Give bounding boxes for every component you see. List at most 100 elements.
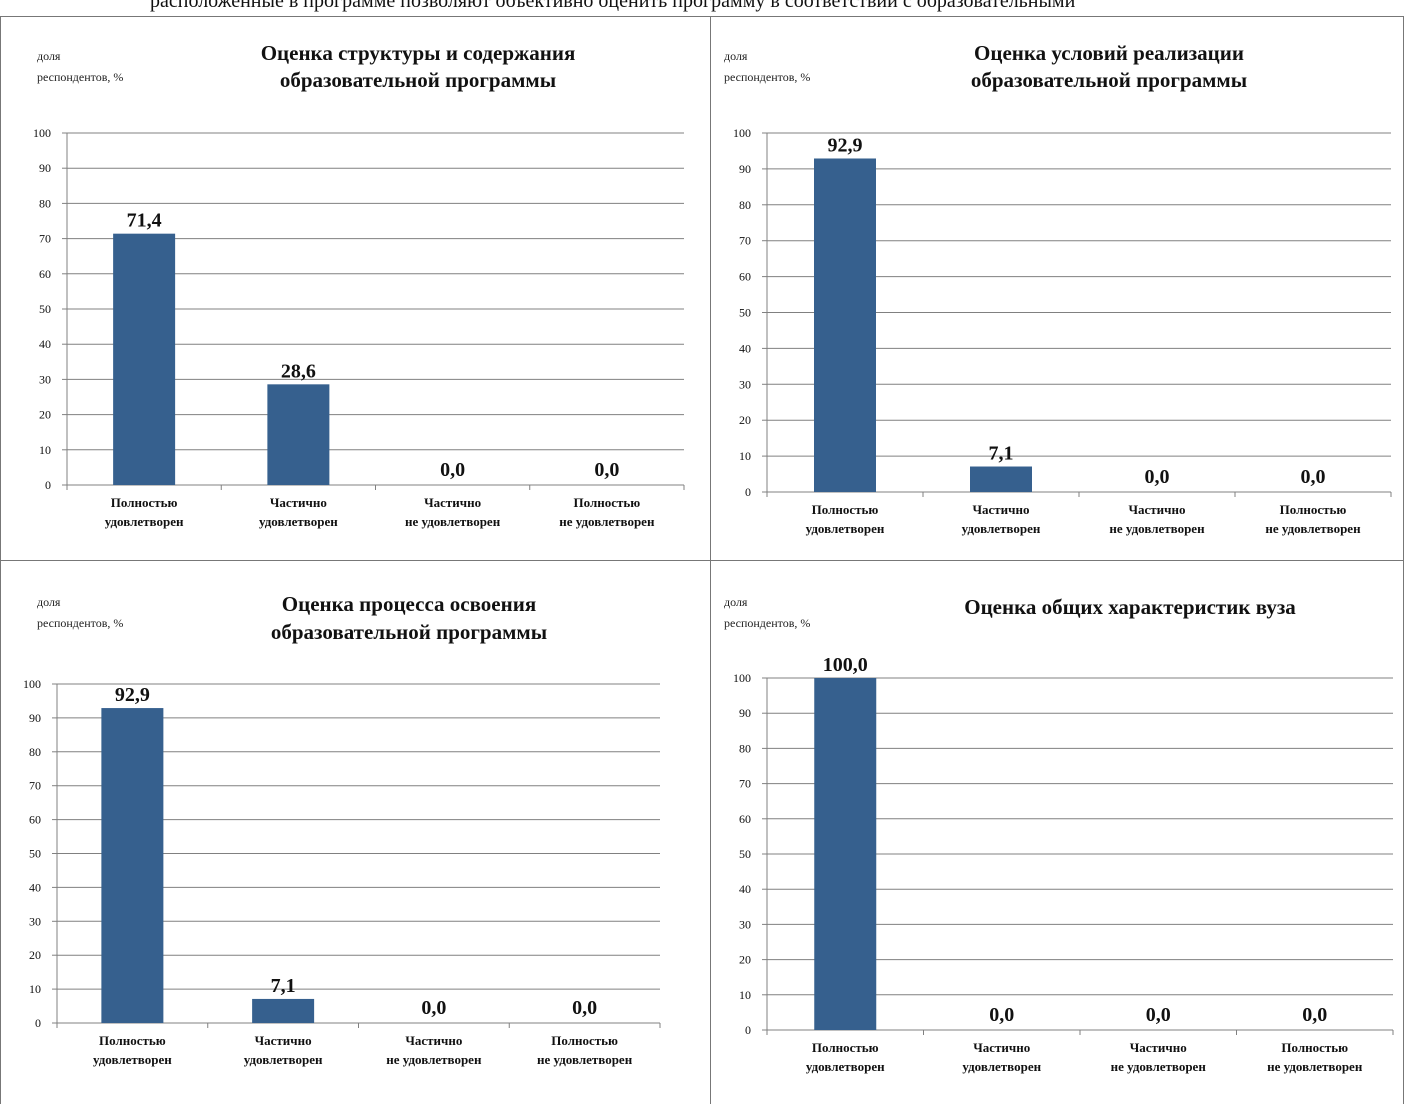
y-tick-label: 10 (739, 449, 751, 463)
category-label: Полностью (551, 1033, 618, 1048)
y-tick-label: 0 (35, 1016, 41, 1030)
chart-title: Оценка структуры и содержания (261, 41, 576, 65)
category-label: Полностью (99, 1033, 166, 1048)
y-tick-label: 60 (29, 813, 41, 827)
y-tick-label: 40 (739, 341, 751, 355)
bar (267, 384, 330, 485)
category-label: не удовлетворен (1111, 1059, 1207, 1074)
y-axis-label: доля (724, 49, 748, 63)
y-tick-label: 100 (33, 126, 51, 140)
data-label: 0,0 (1301, 466, 1326, 488)
category-label: Частично (1128, 502, 1185, 517)
data-label: 71,4 (127, 210, 162, 232)
y-tick-label: 100 (23, 677, 41, 691)
data-label: 7,1 (271, 975, 296, 997)
y-axis-label: доля (37, 49, 61, 63)
y-tick-label: 30 (39, 372, 51, 386)
chart-panel-conditions: доля респондентов, % Оценка условий реализ… (710, 16, 1404, 560)
data-label: 0,0 (1146, 1004, 1171, 1026)
y-tick-label: 80 (29, 745, 41, 759)
category-label: удовлетворен (806, 521, 885, 536)
y-tick-label: 70 (739, 777, 751, 791)
category-label: Частично (973, 1040, 1030, 1055)
chart-panel-university: доля респондентов, % Оценка общих характер… (710, 560, 1404, 1104)
y-tick-label: 50 (39, 302, 51, 316)
bar (970, 466, 1032, 492)
data-label: 0,0 (594, 459, 619, 481)
y-tick-label: 30 (739, 377, 751, 391)
chart-structure: доля респондентов, % Оценка структуры и со… (33, 41, 685, 529)
y-tick-label: 50 (739, 306, 751, 320)
y-tick-label: 100 (733, 671, 751, 685)
category-label: удовлетворен (962, 521, 1041, 536)
category-label: удовлетворен (105, 514, 184, 529)
y-tick-label: 40 (739, 882, 751, 896)
category-label: не удовлетворен (1265, 521, 1361, 536)
y-tick-label: 70 (29, 779, 41, 793)
y-axis-label: доля (724, 595, 748, 609)
y-tick-label: 80 (739, 741, 751, 755)
y-axis-label: респондентов, % (37, 616, 123, 630)
y-tick-label: 80 (39, 196, 51, 210)
data-label: 92,9 (115, 684, 150, 706)
y-tick-label: 20 (739, 413, 751, 427)
y-tick-label: 0 (745, 485, 751, 499)
category-label: Частично (972, 502, 1029, 517)
chart-title: образовательной программы (271, 620, 547, 644)
category-label: не удовлетворен (1267, 1059, 1363, 1074)
y-tick-label: 70 (739, 234, 751, 248)
chart-panel-process: доля респондентов, % Оценка процесса освое… (0, 560, 710, 1104)
y-tick-label: 10 (29, 982, 41, 996)
data-label: 0,0 (421, 997, 446, 1019)
data-label: 0,0 (440, 459, 465, 481)
chart-conditions: доля респондентов, % Оценка условий реализ… (724, 41, 1392, 536)
data-label: 28,6 (281, 360, 316, 382)
y-tick-label: 60 (739, 812, 751, 826)
y-tick-label: 40 (29, 880, 41, 894)
bar (113, 233, 176, 485)
category-label: удовлетворен (244, 1052, 323, 1067)
y-tick-label: 60 (739, 270, 751, 284)
category-label: Частично (255, 1033, 312, 1048)
category-label: Полностью (812, 502, 879, 517)
category-label: Полностью (1280, 502, 1347, 517)
category-label: не удовлетворен (386, 1052, 482, 1067)
y-tick-label: 20 (739, 953, 751, 967)
bar (814, 158, 876, 492)
category-label: Полностью (111, 495, 178, 510)
category-label: Полностью (1281, 1040, 1348, 1055)
y-tick-label: 10 (739, 988, 751, 1002)
y-tick-label: 0 (745, 1023, 751, 1037)
category-label: Полностью (574, 495, 641, 510)
category-label: не удовлетворен (1109, 521, 1205, 536)
category-label: Полностью (812, 1040, 879, 1055)
chart-university: доля респондентов, % Оценка общих характер… (724, 595, 1394, 1074)
data-label: 0,0 (989, 1004, 1014, 1026)
y-axis-label: респондентов, % (724, 70, 810, 84)
y-tick-label: 90 (739, 162, 751, 176)
chart-title: Оценка процесса освоения (282, 592, 536, 616)
y-tick-label: 100 (733, 126, 751, 140)
category-label: Частично (405, 1033, 462, 1048)
chart-panel-structure: доля респондентов, % Оценка структуры и со… (0, 16, 710, 560)
y-axis-label: доля (37, 595, 61, 609)
bar (101, 708, 164, 1023)
y-tick-label: 60 (39, 267, 51, 281)
category-label: не удовлетворен (559, 514, 655, 529)
y-axis-label: респондентов, % (37, 70, 123, 84)
data-label: 7,1 (989, 443, 1014, 465)
category-label: не удовлетворен (405, 514, 501, 529)
data-label: 100,0 (823, 654, 868, 676)
charts-grid: доля респондентов, % Оценка структуры и со… (0, 16, 1404, 1104)
data-label: 0,0 (572, 997, 597, 1019)
y-tick-label: 90 (39, 161, 51, 175)
y-tick-label: 20 (39, 408, 51, 422)
y-tick-label: 70 (39, 232, 51, 246)
y-tick-label: 20 (29, 948, 41, 962)
y-tick-label: 10 (39, 443, 51, 457)
y-tick-label: 50 (739, 847, 751, 861)
category-label: не удовлетворен (537, 1052, 633, 1067)
y-tick-label: 90 (739, 706, 751, 720)
category-label: удовлетворен (962, 1059, 1041, 1074)
data-label: 0,0 (1145, 466, 1170, 488)
